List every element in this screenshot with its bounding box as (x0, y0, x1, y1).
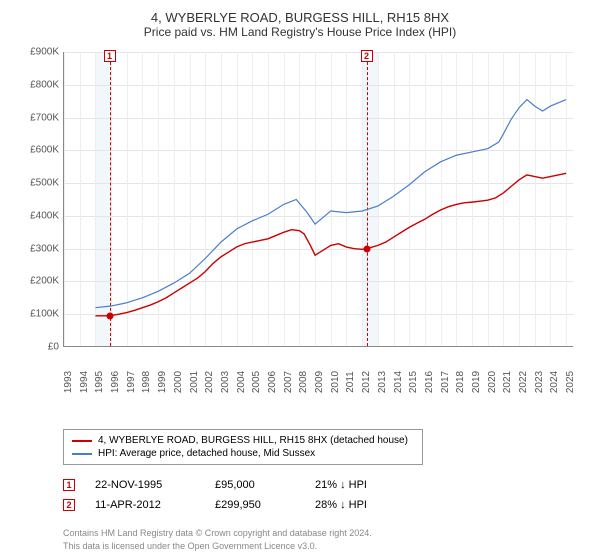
y-tick-label: £200K (15, 276, 59, 287)
y-tick-label: £600K (15, 145, 59, 156)
x-tick-label: 2018 (455, 371, 466, 393)
x-tick-label: 2003 (220, 371, 231, 393)
sales-row: 2 11-APR-2012 £299,950 28% ↓ HPI (63, 495, 585, 515)
chart-container: 4, WYBERLYE ROAD, BURGESS HILL, RH15 8HX… (0, 0, 600, 560)
x-tick-label: 2021 (502, 371, 513, 393)
x-tick-label: 2000 (173, 371, 184, 393)
x-tick-label: 2022 (518, 371, 529, 393)
y-tick-label: £400K (15, 210, 59, 221)
footer-attribution: Contains HM Land Registry data © Crown c… (63, 527, 585, 552)
sales-table: 1 22-NOV-1995 £95,000 21% ↓ HPI 2 11-APR-2012… (63, 475, 585, 515)
x-tick-label: 1993 (63, 371, 74, 393)
x-tick-label: 2010 (330, 371, 341, 393)
x-tick-label: 2017 (440, 371, 451, 393)
y-tick-label: £800K (15, 79, 59, 90)
y-tick-label: £900K (15, 47, 59, 58)
y-tick-label: £100K (15, 309, 59, 320)
x-tick-label: 2025 (565, 371, 576, 393)
x-tick-label: 1994 (79, 371, 90, 393)
x-tick-label: 1998 (141, 371, 152, 393)
legend-swatch (72, 453, 92, 455)
footer-line-2: This data is licensed under the Open Gov… (63, 540, 585, 553)
y-tick-label: £0 (15, 342, 59, 353)
sales-row-price: £299,950 (215, 499, 295, 511)
footer-line-1: Contains HM Land Registry data © Crown c… (63, 527, 585, 540)
sales-row-marker: 2 (63, 499, 75, 511)
x-tick-label: 1996 (110, 371, 121, 393)
x-tick-label: 2002 (204, 371, 215, 393)
line-series (64, 52, 573, 346)
x-tick-label: 2004 (236, 371, 247, 393)
x-tick-label: 2006 (267, 371, 278, 393)
x-tick-label: 2013 (377, 371, 388, 393)
x-tick-label: 2016 (424, 371, 435, 393)
sales-row-marker: 1 (63, 479, 75, 491)
x-tick-label: 2007 (283, 371, 294, 393)
sales-row: 1 22-NOV-1995 £95,000 21% ↓ HPI (63, 475, 585, 495)
x-tick-label: 1995 (94, 371, 105, 393)
plot-region: 12 (63, 52, 573, 347)
x-tick-label: 2014 (393, 371, 404, 393)
x-tick-label: 2019 (471, 371, 482, 393)
legend-swatch (72, 440, 92, 442)
series-price_paid (95, 173, 566, 316)
x-tick-label: 2008 (298, 371, 309, 393)
x-tick-label: 2023 (534, 371, 545, 393)
legend-label: HPI: Average price, detached house, Mid … (98, 448, 315, 459)
sales-row-date: 22-NOV-1995 (95, 479, 195, 491)
x-tick-label: 2001 (189, 371, 200, 393)
series-hpi (95, 100, 566, 308)
x-tick-label: 2012 (361, 371, 372, 393)
x-tick-label: 2005 (251, 371, 262, 393)
x-tick-label: 1999 (157, 371, 168, 393)
x-tick-label: 2009 (314, 371, 325, 393)
y-tick-label: £700K (15, 112, 59, 123)
sale-point-1 (106, 312, 113, 319)
x-tick-label: 2020 (487, 371, 498, 393)
x-tick-label: 2015 (408, 371, 419, 393)
legend-item: 4, WYBERLYE ROAD, BURGESS HILL, RH15 8HX… (72, 434, 414, 447)
legend-box: 4, WYBERLYE ROAD, BURGESS HILL, RH15 8HX… (63, 429, 423, 465)
x-axis-labels: 1993199419951996199719981999200020012002… (63, 347, 573, 387)
chart-title: 4, WYBERLYE ROAD, BURGESS HILL, RH15 8HX (15, 10, 585, 25)
sales-row-price: £95,000 (215, 479, 295, 491)
x-tick-label: 2024 (549, 371, 560, 393)
chart-area: £0 £100K £200K £300K £400K £500K £600K £700K £80… (15, 47, 585, 387)
sales-row-delta: 21% ↓ HPI (315, 479, 405, 491)
sales-row-date: 11-APR-2012 (95, 499, 195, 511)
legend-label: 4, WYBERLYE ROAD, BURGESS HILL, RH15 8HX… (98, 435, 408, 446)
y-tick-label: £500K (15, 178, 59, 189)
chart-subtitle: Price paid vs. HM Land Registry's House … (15, 25, 585, 39)
legend-item: HPI: Average price, detached house, Mid … (72, 447, 414, 460)
x-tick-label: 2011 (345, 371, 356, 393)
y-tick-label: £300K (15, 243, 59, 254)
x-tick-label: 1997 (126, 371, 137, 393)
sales-row-delta: 28% ↓ HPI (315, 499, 405, 511)
sale-point-2 (363, 245, 370, 252)
